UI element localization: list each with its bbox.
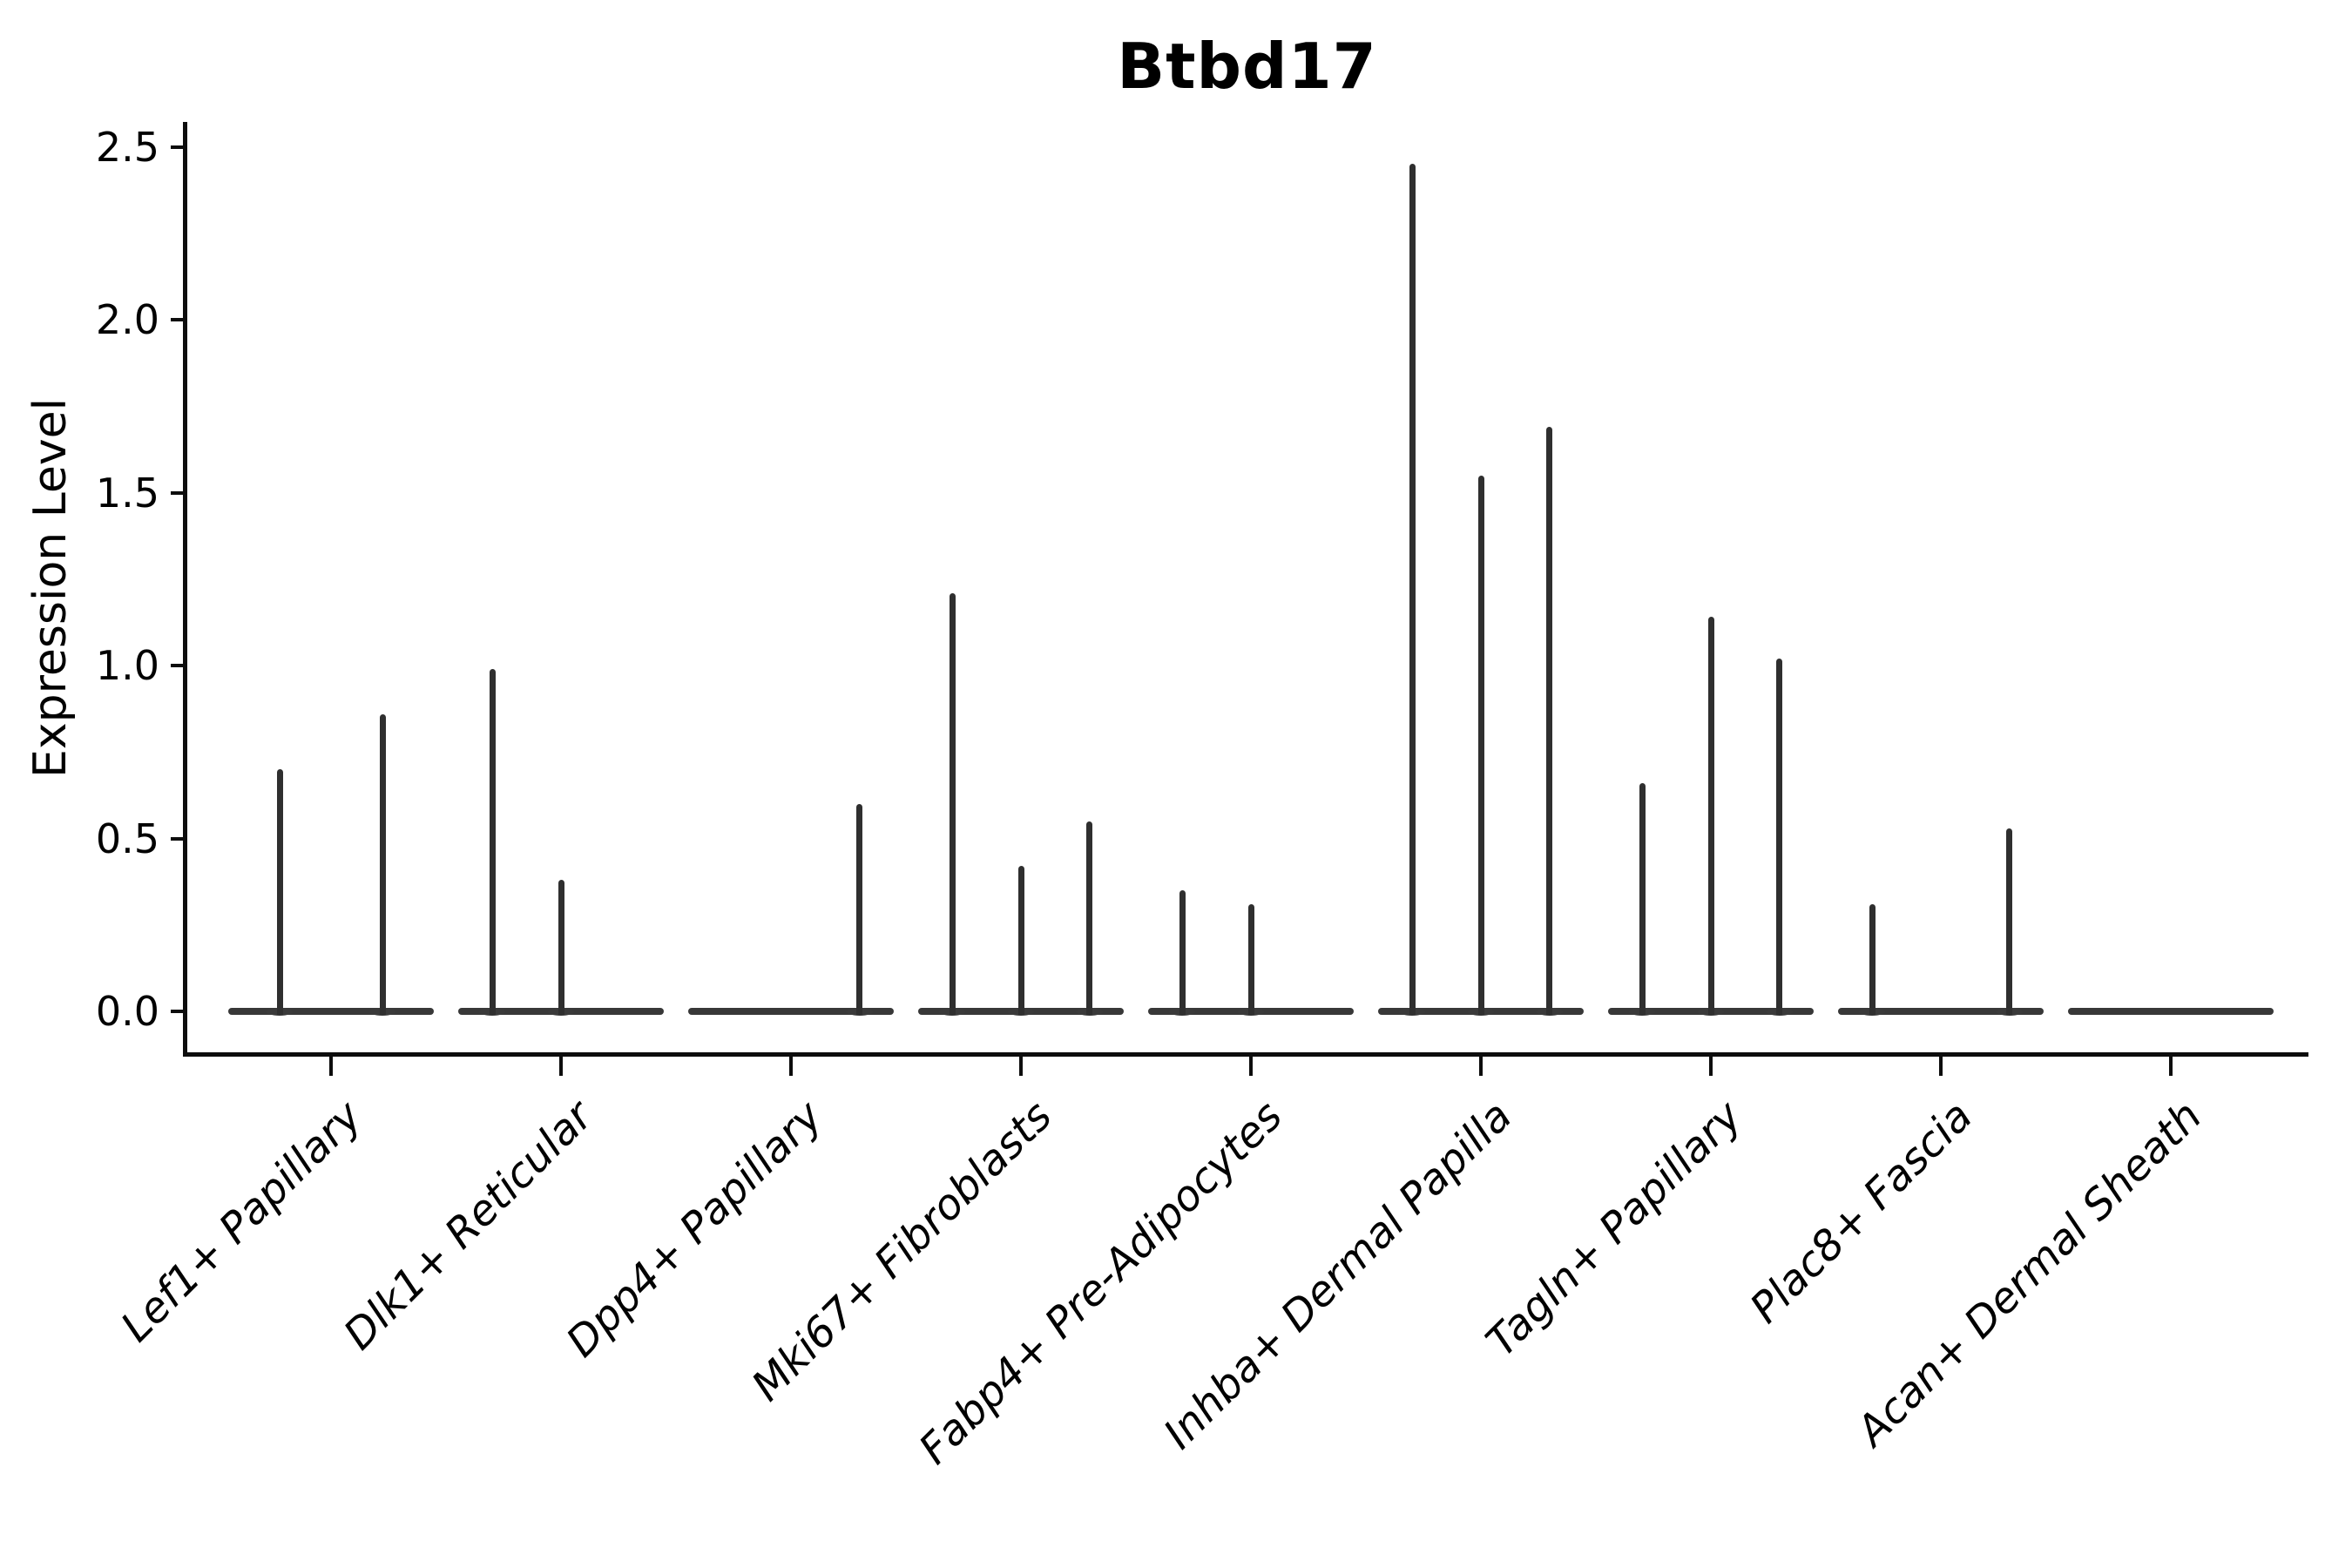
violin-spike xyxy=(1707,617,1714,1015)
violin-spike xyxy=(1086,821,1093,1015)
violin-spike xyxy=(2006,828,2013,1015)
x-axis-spine xyxy=(183,1052,2308,1057)
violin-spike xyxy=(276,769,283,1015)
y-tick xyxy=(171,1010,183,1013)
violin-baseline xyxy=(2068,1008,2274,1015)
x-tick xyxy=(1249,1057,1253,1076)
violin-spike xyxy=(1247,903,1254,1015)
x-tick xyxy=(329,1057,333,1076)
violin-spike xyxy=(1477,475,1484,1015)
x-tick xyxy=(1019,1057,1023,1076)
x-tick-label: Dpp4+ Papillary xyxy=(557,1092,832,1367)
x-tick xyxy=(559,1057,563,1076)
x-tick xyxy=(789,1057,793,1076)
violin-spike xyxy=(949,592,956,1015)
y-tick-label: 1.0 xyxy=(95,642,159,689)
violin-spike xyxy=(1869,903,1876,1015)
y-tick-label: 0.5 xyxy=(95,814,159,862)
violin-spike xyxy=(558,880,564,1015)
x-tick xyxy=(2169,1057,2173,1076)
y-tick-label: 1.5 xyxy=(95,469,159,517)
violin-spike xyxy=(1409,164,1416,1015)
violin-baseline xyxy=(688,1008,894,1015)
y-tick xyxy=(171,318,183,321)
y-tick xyxy=(171,145,183,149)
violin-spike xyxy=(1639,782,1646,1015)
violin-baseline xyxy=(1838,1008,2044,1015)
x-tick xyxy=(1709,1057,1713,1076)
x-tick-label: Dlk1+ Reticular xyxy=(334,1092,602,1360)
violin-spike xyxy=(489,668,496,1015)
violin-spike xyxy=(379,713,386,1015)
y-tick-label: 2.5 xyxy=(95,123,159,171)
chart-title: Btbd17 xyxy=(1117,30,1377,103)
x-tick-label: Lef1+ Papillary xyxy=(112,1092,372,1352)
violin-spike xyxy=(1179,890,1186,1015)
y-tick-label: 0.0 xyxy=(95,988,159,1035)
violin-spike xyxy=(856,803,863,1015)
violin-spike xyxy=(1776,659,1783,1015)
y-tick-label: 2.0 xyxy=(95,296,159,343)
y-tick xyxy=(171,836,183,841)
x-tick-label: Tagln+ Papillary xyxy=(1477,1092,1752,1367)
violin-spike xyxy=(1017,866,1024,1015)
y-tick xyxy=(171,664,183,667)
y-axis-spine xyxy=(183,122,187,1057)
x-tick xyxy=(1939,1057,1943,1076)
y-tick xyxy=(171,490,183,495)
x-tick xyxy=(1479,1057,1483,1076)
x-tick-label: Plac8+ Fascia xyxy=(1740,1092,1982,1333)
violin-spike xyxy=(1546,427,1553,1015)
violin-baseline xyxy=(228,1008,434,1015)
